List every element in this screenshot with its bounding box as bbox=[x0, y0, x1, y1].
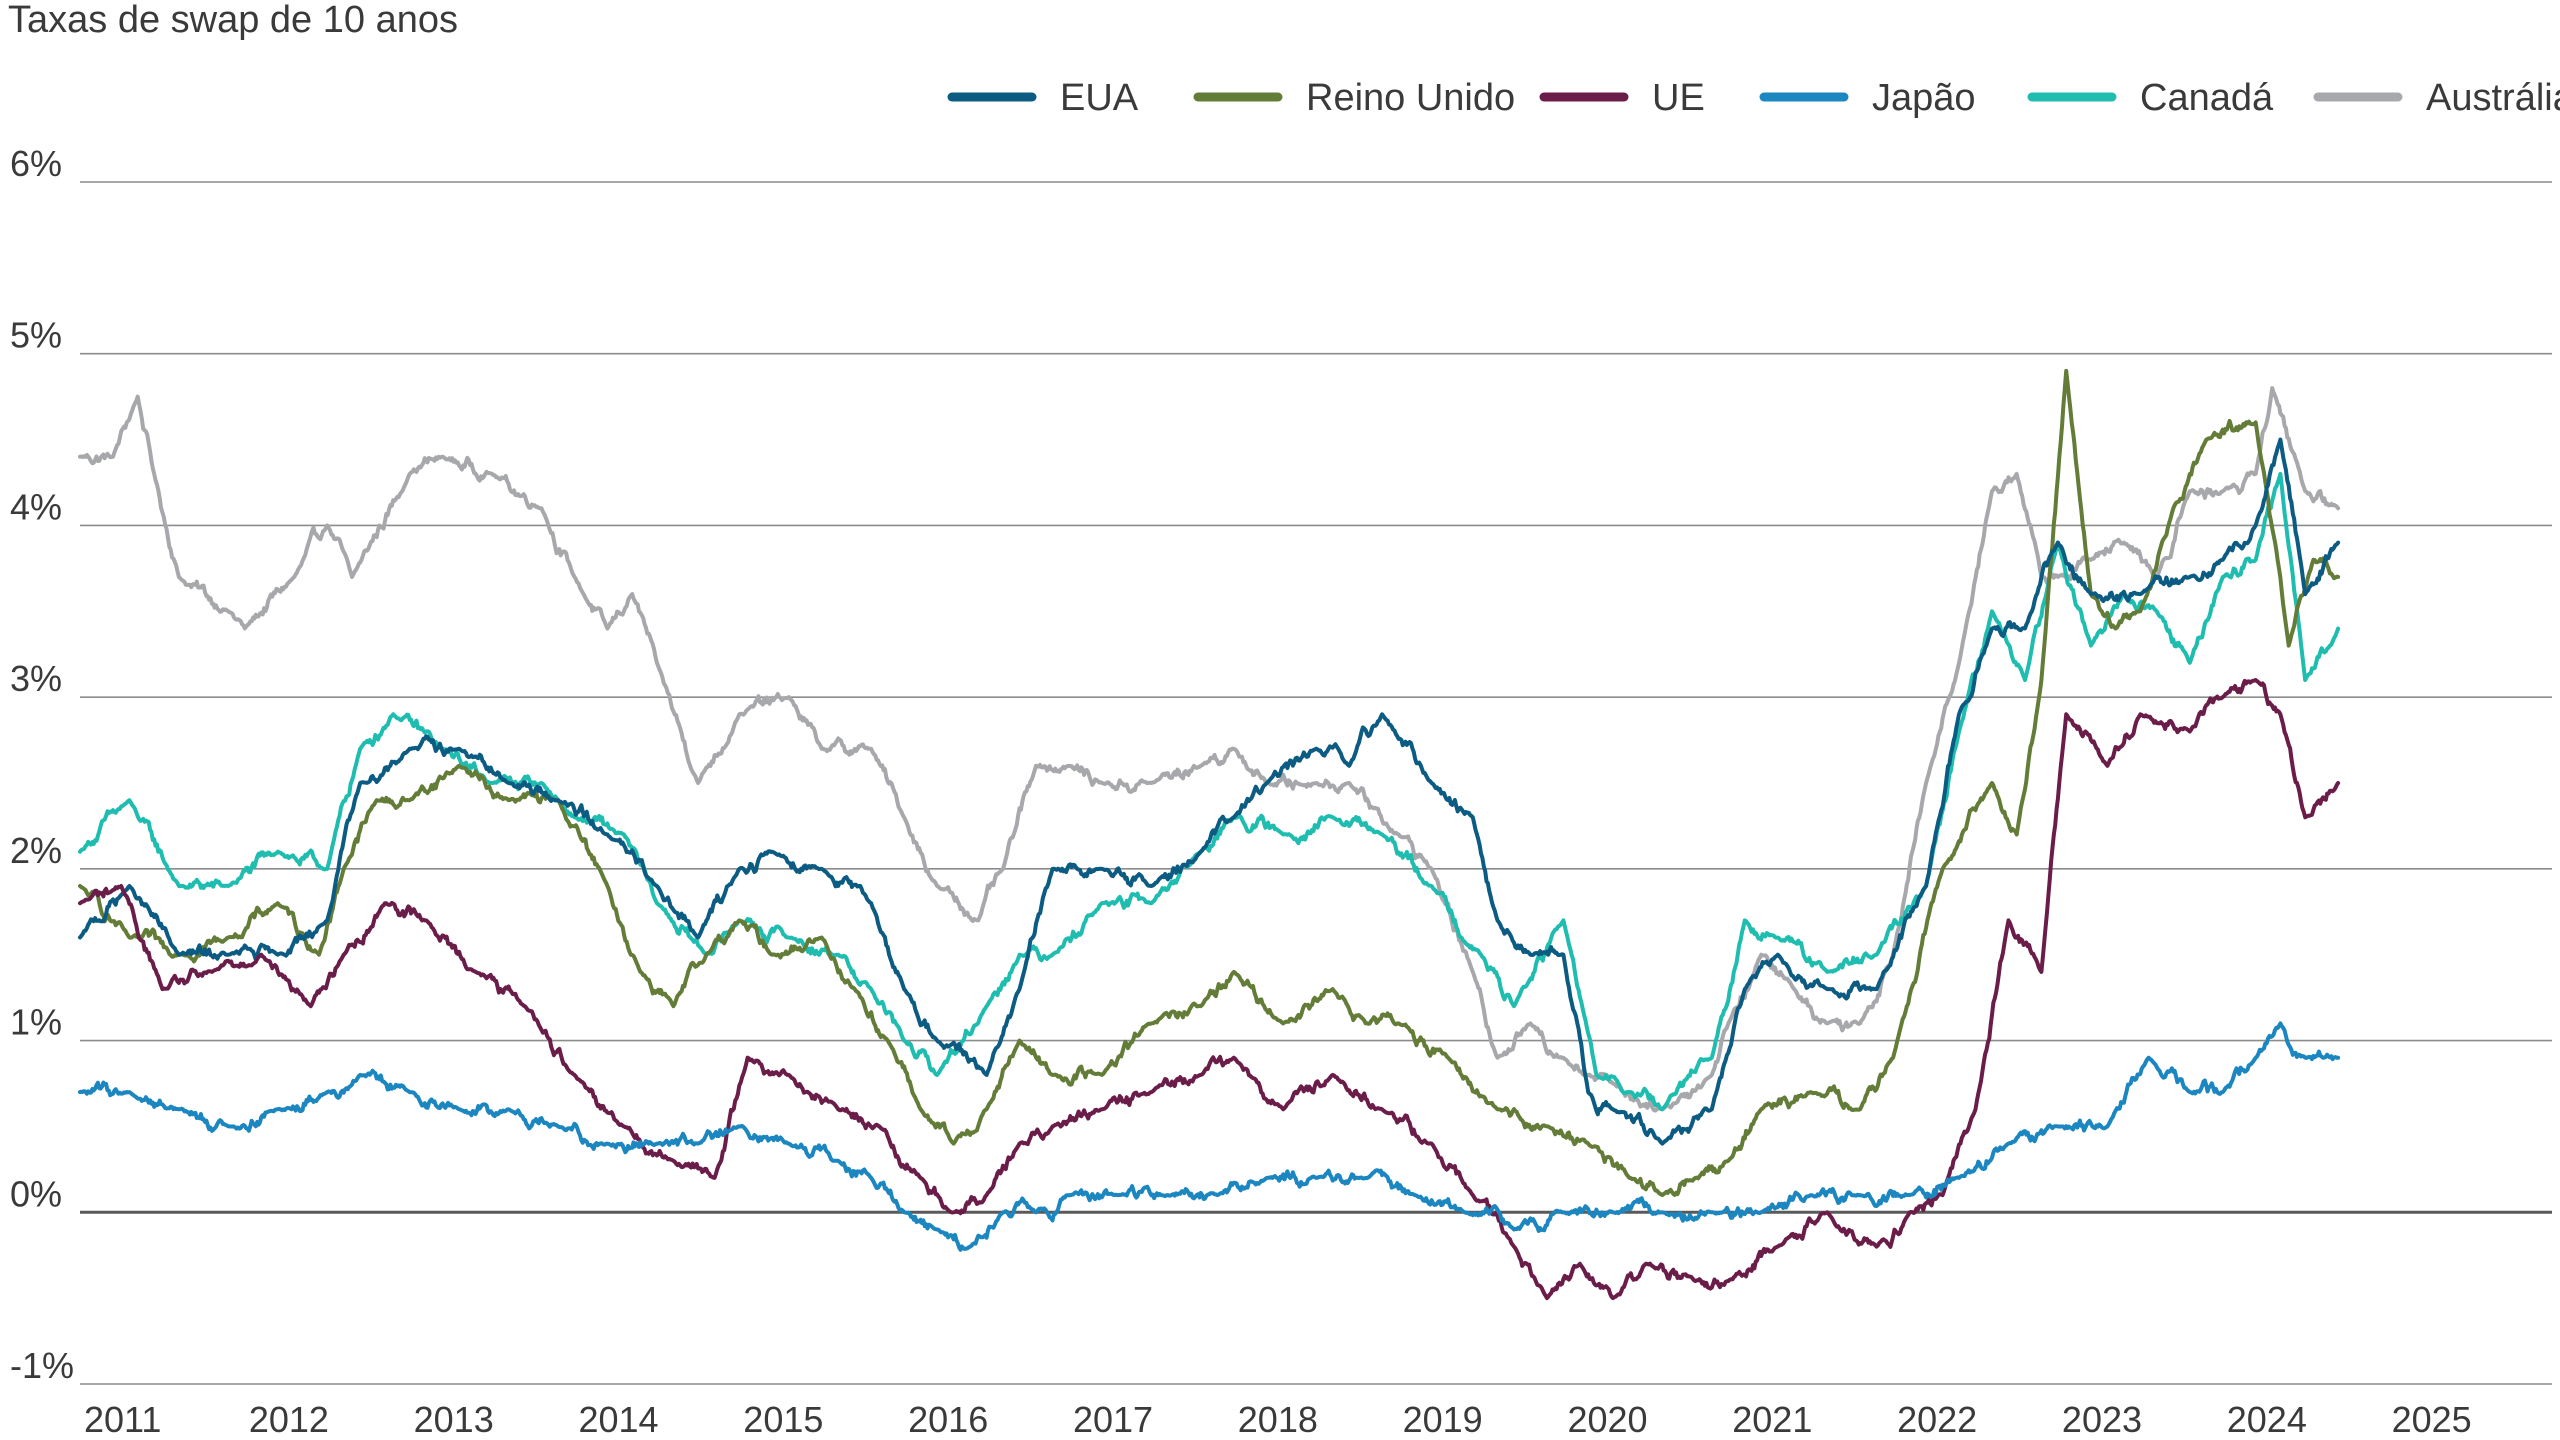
x-tick-label: 2023 bbox=[2062, 1399, 2142, 1440]
x-tick-label: 2022 bbox=[1897, 1399, 1977, 1440]
chart-title: Taxas de swap de 10 anos bbox=[8, 0, 458, 41]
y-tick-label: -1% bbox=[10, 1345, 74, 1386]
x-tick-label: 2019 bbox=[1403, 1399, 1483, 1440]
grid-lines bbox=[80, 181, 2552, 1385]
x-tick-label: 2015 bbox=[743, 1399, 823, 1440]
y-tick-label: 0% bbox=[10, 1173, 62, 1214]
x-tick-label: 2018 bbox=[1238, 1399, 1318, 1440]
legend-label: EUA bbox=[1060, 77, 1139, 119]
x-tick-label: 2013 bbox=[414, 1399, 494, 1440]
x-tick-label: 2014 bbox=[578, 1399, 658, 1440]
y-tick-label: 2% bbox=[10, 830, 62, 871]
x-tick-label: 2016 bbox=[908, 1399, 988, 1440]
y-tick-label: 4% bbox=[10, 486, 62, 527]
y-tick-label: 5% bbox=[10, 315, 62, 356]
x-tick-label: 2020 bbox=[1567, 1399, 1647, 1440]
series-layer bbox=[78, 368, 2341, 1301]
x-tick-label: 2012 bbox=[249, 1399, 329, 1440]
series-line-3 bbox=[78, 437, 2341, 1146]
x-tick-label: 2017 bbox=[1073, 1399, 1153, 1440]
y-tick-label: 3% bbox=[10, 658, 62, 699]
series-line-2 bbox=[78, 368, 2341, 1198]
series-line-1 bbox=[78, 471, 2341, 1112]
legend-label: Austrália bbox=[2426, 77, 2560, 119]
y-axis-tick-labels: -1% 0% 1% 2% 3% 4% 5% 6% bbox=[10, 143, 74, 1386]
legend-label: Japão bbox=[1872, 77, 1976, 119]
x-tick-label: 2025 bbox=[2392, 1399, 2472, 1440]
series-line-4 bbox=[78, 678, 2341, 1301]
series-line-5 bbox=[78, 1021, 2341, 1252]
series-line-0 bbox=[78, 386, 2341, 1113]
legend-label: UE bbox=[1652, 77, 1705, 119]
x-axis-tick-labels: 2011 2012 2013 2014 2015 2016 2017 2018 2019 2020… bbox=[84, 1399, 2472, 1440]
y-tick-label: 6% bbox=[10, 143, 62, 184]
legend: EUA Reino Unido UE Japão Canadá Austrália bbox=[947, 77, 2560, 119]
x-tick-label: 2024 bbox=[2227, 1399, 2307, 1440]
legend-label: Reino Unido bbox=[1306, 77, 1515, 119]
x-tick-label: 2021 bbox=[1732, 1399, 1812, 1440]
legend-label: Canadá bbox=[2140, 77, 2274, 119]
x-tick-label: 2011 bbox=[84, 1399, 161, 1440]
y-tick-label: 1% bbox=[10, 1002, 62, 1043]
